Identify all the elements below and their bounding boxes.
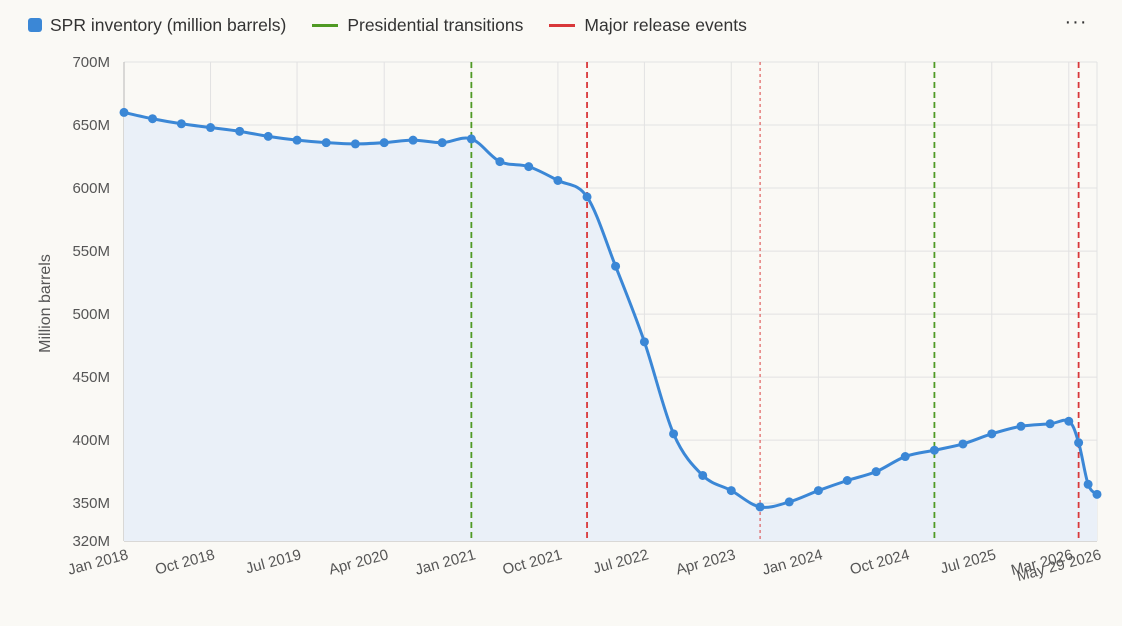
data-point bbox=[1045, 419, 1055, 429]
x-tick-label: Apr 2023 bbox=[674, 546, 737, 578]
data-point bbox=[871, 467, 881, 477]
x-tick-label: Apr 2020 bbox=[327, 546, 390, 578]
data-point bbox=[958, 439, 968, 449]
data-point bbox=[176, 119, 186, 129]
x-tick-label-group: Apr 2023 bbox=[674, 546, 737, 578]
x-tick-label-group: Jul 2022 bbox=[591, 546, 650, 577]
x-tick-label-group: Oct 2021 bbox=[501, 546, 564, 578]
data-point bbox=[235, 126, 245, 136]
x-tick-label: Jan 2024 bbox=[760, 546, 824, 578]
data-point bbox=[755, 502, 765, 512]
data-point bbox=[582, 192, 592, 202]
x-tick-label-group: Apr 2020 bbox=[327, 546, 390, 578]
legend-label-presidential-transitions: Presidential transitions bbox=[347, 14, 524, 35]
x-tick-label-group: Jan 2018 bbox=[66, 546, 130, 578]
legend-item-spr-inventory[interactable]: SPR inventory (million barrels) bbox=[28, 15, 286, 36]
legend-label-spr-inventory: SPR inventory (million barrels) bbox=[50, 14, 287, 35]
data-point bbox=[119, 107, 129, 117]
data-point bbox=[263, 131, 273, 141]
y-tick-label: 700M bbox=[72, 54, 110, 71]
data-point bbox=[321, 138, 331, 148]
data-point bbox=[379, 138, 389, 148]
data-point bbox=[437, 138, 447, 148]
legend-item-major-release-events[interactable]: Major release events bbox=[549, 14, 747, 36]
x-tick-label: Jul 2019 bbox=[244, 546, 303, 577]
data-point bbox=[726, 486, 736, 496]
data-point bbox=[553, 175, 563, 185]
x-tick-label: Jul 2022 bbox=[591, 546, 650, 577]
x-tick-label-group: Oct 2018 bbox=[153, 546, 216, 578]
series-area-spr-inventory bbox=[124, 112, 1097, 542]
data-point bbox=[148, 114, 158, 124]
data-point bbox=[900, 452, 910, 462]
data-point bbox=[350, 139, 360, 149]
data-point bbox=[524, 162, 534, 172]
x-tick-label-group: Jul 2025 bbox=[939, 546, 998, 577]
data-point bbox=[1016, 421, 1026, 431]
y-tick-label: 650M bbox=[72, 117, 110, 134]
legend-label-major-release-events: Major release events bbox=[584, 14, 747, 35]
data-point bbox=[639, 337, 649, 347]
x-tick-label: Oct 2024 bbox=[848, 546, 911, 578]
x-tick-label-group: Jul 2019 bbox=[244, 546, 303, 577]
y-tick-label: 350M bbox=[72, 495, 110, 512]
data-point bbox=[206, 123, 216, 133]
data-point bbox=[784, 497, 794, 507]
x-tick-label-group: Jan 2024 bbox=[760, 546, 824, 578]
x-tick-label: Jul 2025 bbox=[939, 546, 998, 577]
y-tick-label: 600M bbox=[72, 180, 110, 197]
y-axis-title: Million barrels bbox=[37, 254, 54, 353]
x-tick-label: Oct 2021 bbox=[501, 546, 564, 578]
more-options-button[interactable]: ··· bbox=[1064, 10, 1088, 33]
data-point bbox=[611, 261, 621, 271]
x-tick-label-group: Jan 2021 bbox=[413, 546, 477, 578]
data-point bbox=[408, 135, 418, 145]
data-point bbox=[1083, 479, 1093, 489]
y-tick-label: 400M bbox=[72, 432, 110, 449]
legend-item-presidential-transitions[interactable]: Presidential transitions bbox=[312, 15, 523, 36]
x-tick-label-group: Oct 2024 bbox=[848, 546, 911, 578]
data-point bbox=[813, 486, 823, 496]
data-point bbox=[987, 429, 997, 439]
data-point bbox=[1092, 489, 1102, 499]
y-tick-label: 320M bbox=[72, 533, 110, 550]
y-tick-label: 500M bbox=[72, 306, 110, 323]
y-tick-label: 550M bbox=[72, 243, 110, 260]
x-tick-label: Oct 2018 bbox=[153, 546, 216, 578]
data-point bbox=[669, 429, 679, 439]
chart-legend: SPR inventory (million barrels) Presiden… bbox=[28, 13, 747, 37]
data-point bbox=[842, 475, 852, 485]
data-point bbox=[1074, 438, 1084, 448]
x-tick-label: Jan 2018 bbox=[66, 546, 130, 578]
data-point bbox=[292, 135, 302, 145]
legend-swatch-major-release-events bbox=[549, 23, 576, 27]
legend-swatch-spr-inventory bbox=[28, 18, 42, 32]
x-tick-label: Jan 2021 bbox=[413, 546, 477, 578]
data-point bbox=[929, 445, 939, 455]
y-tick-label: 450M bbox=[72, 369, 110, 386]
data-point bbox=[495, 157, 505, 167]
data-point bbox=[466, 134, 476, 144]
data-point bbox=[698, 470, 708, 480]
legend-swatch-presidential-transitions bbox=[312, 23, 339, 27]
data-point bbox=[1064, 416, 1074, 426]
